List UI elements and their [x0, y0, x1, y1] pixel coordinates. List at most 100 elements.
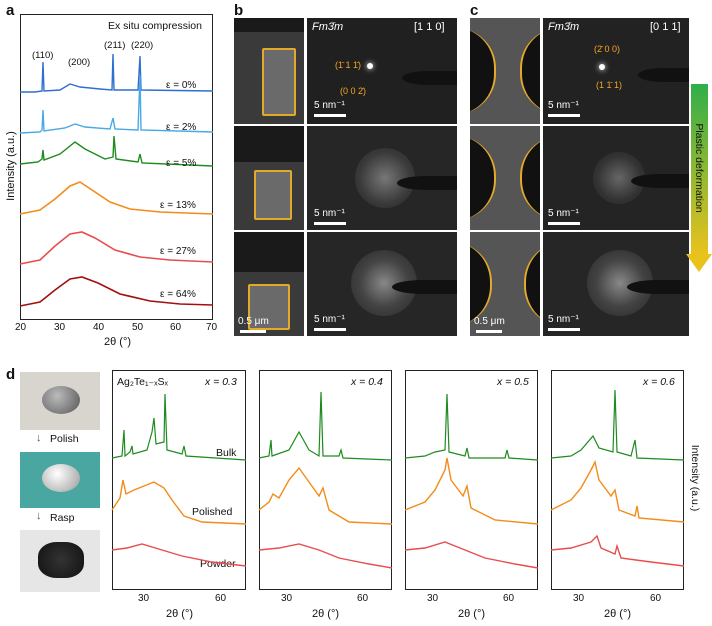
panel-a-xlabel: 2θ (°) [104, 336, 132, 348]
row-label-polished: Polished [192, 506, 233, 518]
strain-label-0: ε = 0% [166, 80, 197, 91]
curve-powder [111, 543, 247, 567]
xrd-curve-2 [19, 135, 214, 167]
xrd-plot-1 [259, 370, 392, 590]
d-xtick: 60 [650, 593, 662, 604]
panel-a-xtick: 20 [15, 322, 27, 333]
tem-image-c1 [470, 18, 540, 124]
tem-image-c3 [470, 232, 540, 336]
panel-a-xtick: 30 [54, 322, 66, 333]
scalebar-c3 [548, 328, 580, 331]
panel-a-xtick: 40 [93, 322, 105, 333]
deformation-label: Plastic deformation [693, 123, 705, 213]
curve-polished [111, 479, 247, 525]
tem-image-b3 [234, 232, 304, 336]
peak-label-220: (220) [131, 40, 154, 51]
zone-axis-b: [1 1 0] [414, 21, 445, 33]
d-xtick: 30 [573, 593, 585, 604]
d-xlabel-1: 2θ (°) [312, 608, 340, 620]
strain-label-4: ε = 27% [160, 246, 196, 257]
diffraction-c2 [543, 126, 689, 230]
deformation-arrow-head [686, 254, 712, 272]
x-label-3: x = 0.6 [643, 376, 675, 388]
d-xtick: 60 [215, 593, 227, 604]
curve-polished [258, 466, 393, 525]
tem-image-c2 [470, 126, 540, 230]
panel-c-label: c [470, 2, 479, 19]
xrd-curve-3 [19, 181, 214, 215]
strain-label-5: ε = 64% [160, 289, 196, 300]
xrd-curve-0 [20, 53, 214, 93]
panel-a-xtick: 50 [132, 322, 144, 333]
spot-label-c1: (2̄ 0 0) [594, 44, 621, 54]
d-xtick: 30 [427, 593, 439, 604]
spot-label-c2: (1 1̄ 1) [596, 80, 623, 90]
curve-powder [550, 534, 685, 567]
panel-a-frame [20, 14, 213, 320]
xrd-d-curves-1 [258, 391, 393, 569]
d-xlabel-2: 2θ (°) [458, 608, 486, 620]
real-scalebar-b [240, 330, 266, 333]
d-xlabel-0: 2θ (°) [166, 608, 194, 620]
scalebar-b1 [314, 114, 346, 117]
curve-powder [404, 541, 539, 569]
photo-powder [20, 530, 100, 592]
curve-bulk [404, 393, 539, 461]
strain-label-2: ε = 5% [166, 158, 197, 169]
scalebar-c1 [548, 114, 580, 117]
step-polish: Polish [50, 433, 79, 445]
xrd-curve-1 [19, 75, 214, 134]
strain-label-1: ε = 2% [166, 122, 197, 133]
curve-bulk [258, 391, 393, 461]
arrow-rasp: ↓ [36, 510, 42, 522]
scalebar-b3 [314, 328, 346, 331]
tem-image-b2 [234, 126, 304, 230]
spot-label-b2: (0 0 2̄) [340, 86, 367, 96]
formula-label: Ag₂Te₁₋ₓSₓ [117, 376, 168, 388]
x-label-2: x = 0.5 [497, 376, 529, 388]
d-xtick: 60 [503, 593, 515, 604]
xrd-plot-0 [112, 370, 246, 590]
deformation-arrow [691, 84, 708, 254]
photo-pellet [20, 372, 100, 430]
photo-polished [20, 452, 100, 508]
spot-label-b1: (1̄ 1 1̄) [335, 60, 362, 70]
panel-d-label: d [6, 366, 16, 383]
curve-bulk [550, 389, 685, 461]
panel-a-ylabel: Intensity (a.u.) [5, 131, 17, 201]
peak-label-211: (211) [104, 40, 126, 51]
row-label-bulk: Bulk [216, 447, 237, 459]
scale-label-b1: 5 nm⁻¹ [314, 100, 345, 111]
space-group-b: Fm3̄m [312, 21, 344, 33]
d-xtick: 30 [138, 593, 150, 604]
panel-b-label: b [234, 2, 244, 19]
curve-powder [258, 543, 393, 569]
xrd-curve-4 [19, 231, 214, 265]
d-xtick: 30 [281, 593, 293, 604]
scalebar-c2 [548, 222, 580, 225]
diffraction-c1 [543, 18, 689, 124]
panel-d-ylabel: Intensity (a.u.) [689, 444, 701, 512]
xrd-curve-5 [19, 276, 214, 307]
peak-label-110: (110) [32, 50, 54, 61]
real-scale-label-c: 0.5 μm [474, 316, 505, 327]
panel-a-curves [19, 53, 214, 307]
scale-label-c2: 5 nm⁻¹ [548, 208, 579, 219]
d-xtick: 60 [357, 593, 369, 604]
arrow-polish: ↓ [36, 432, 42, 444]
peak-label-200: (200) [68, 57, 91, 68]
scale-label-c3: 5 nm⁻¹ [548, 314, 579, 325]
tem-image-b1 [234, 18, 304, 124]
scale-label-b2: 5 nm⁻¹ [314, 208, 345, 219]
space-group-c: Fm3̄m [548, 21, 580, 33]
real-scale-label-b: 0.5 μm [238, 316, 269, 327]
d-xlabel-3: 2θ (°) [604, 608, 632, 620]
scale-label-b3: 5 nm⁻¹ [314, 314, 345, 325]
curve-polished [404, 457, 539, 525]
panel-a-xtick: 60 [170, 322, 182, 333]
zone-axis-c: [0 1 1] [650, 21, 681, 33]
strain-label-3: ε = 13% [160, 200, 196, 211]
diffraction-b3 [307, 232, 457, 336]
scale-label-c1: 5 nm⁻¹ [548, 100, 579, 111]
step-rasp: Rasp [50, 512, 75, 524]
